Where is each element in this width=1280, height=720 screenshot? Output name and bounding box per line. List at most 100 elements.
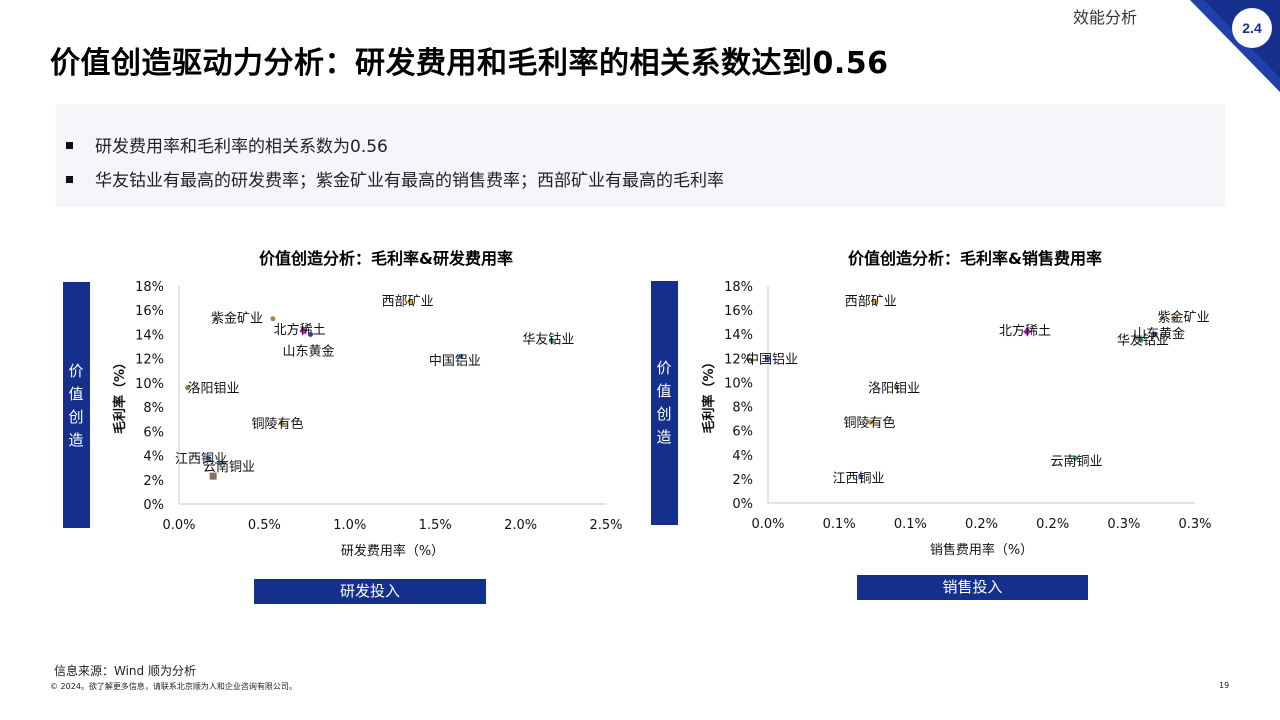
data-point xyxy=(867,419,873,425)
data-point xyxy=(299,326,308,335)
x-tick-label: 0.0% xyxy=(162,518,195,533)
data-point-label: 北方稀土 xyxy=(999,323,1051,339)
y-tick-label: 12% xyxy=(724,352,753,367)
data-point xyxy=(1072,455,1078,461)
x-tick-label: 0.2% xyxy=(1036,517,1069,532)
y-tick-label: 12% xyxy=(135,353,164,368)
data-point-label: 山东黄金 xyxy=(283,343,335,359)
y-tick-label: 16% xyxy=(724,304,753,319)
data-point xyxy=(1138,337,1144,343)
data-point xyxy=(1023,327,1032,336)
left-side-label-bar: 价值创造 xyxy=(63,282,90,528)
y-tick-label: 8% xyxy=(732,401,753,416)
y-axis-label: 毛利率（%） xyxy=(701,355,717,433)
y-tick-label: 8% xyxy=(143,401,164,416)
data-point-label: 铜陵有色 xyxy=(251,416,303,432)
data-point-label: 云南铜业 xyxy=(203,459,255,475)
data-point xyxy=(458,353,464,359)
x-tick-label: 0.0% xyxy=(751,517,784,532)
y-tick-label: 18% xyxy=(135,280,164,295)
data-point xyxy=(407,299,413,305)
left-side-label: 价值创造 xyxy=(68,362,84,449)
bullet-square-icon xyxy=(66,141,73,149)
chart-title: 价值创造分析：毛利率&研发费用率 xyxy=(259,249,513,268)
data-point-label: 北方稀土 xyxy=(274,322,326,338)
x-tick-label: 2.5% xyxy=(589,518,622,533)
data-point-label: 华友钴业 xyxy=(522,332,574,348)
data-point-label: 江西铜业 xyxy=(175,452,227,467)
page-title: 价值创造驱动力分析：研发费用和毛利率的相关系数达到0.56 xyxy=(50,46,889,81)
summary-bullet-text: 研发费用率和毛利率的相关系数为0.56 xyxy=(95,137,388,157)
data-point xyxy=(217,460,223,466)
footer-source: 信息来源：Wind 顺为分析 xyxy=(54,664,196,678)
summary-box: 研发费用率和毛利率的相关系数为0.56 华友钴业有最高的研发费率；紫金矿业有最高… xyxy=(56,104,1225,207)
page-number: 19 xyxy=(1219,681,1230,690)
y-tick-label: 14% xyxy=(135,328,164,343)
x-tick-label: 0.5% xyxy=(248,518,281,533)
data-point-label: 洛阳钼业 xyxy=(868,381,920,396)
y-tick-label: 0% xyxy=(732,497,753,512)
data-point-label: 华友钴业 xyxy=(1117,332,1169,348)
data-point-label: 紫金矿业 xyxy=(1158,310,1210,326)
data-point-label: 江西铜业 xyxy=(833,471,885,486)
y-tick-label: 6% xyxy=(143,425,164,440)
data-point xyxy=(765,355,771,361)
y-tick-label: 6% xyxy=(732,425,753,440)
y-tick-label: 14% xyxy=(724,328,753,343)
data-point xyxy=(270,316,276,322)
data-point-label: 中国铝业 xyxy=(746,352,798,367)
data-point xyxy=(893,384,899,390)
x-tick-label: 1.5% xyxy=(419,518,452,533)
y-axis-label: 毛利率（%） xyxy=(112,356,128,434)
data-point-label: 紫金矿业 xyxy=(211,311,263,327)
x-axis-label: 研发费用率（%） xyxy=(341,543,444,559)
footer-copyright: © 2024。欲了解更多信息，请联系北京顺为人和企业咨询有限公司。 xyxy=(50,682,297,691)
data-point xyxy=(858,473,864,479)
data-point-label: 西部矿业 xyxy=(845,295,897,310)
x-tick-label: 0.3% xyxy=(1178,517,1211,532)
x-tick-label: 0.3% xyxy=(1107,517,1140,532)
y-tick-label: 2% xyxy=(732,473,753,488)
data-point xyxy=(185,385,191,391)
data-point xyxy=(205,455,211,461)
x-axis-label: 销售费用率（%） xyxy=(930,542,1033,558)
bullet-square-icon xyxy=(66,175,73,183)
y-tick-label: 10% xyxy=(135,377,164,392)
y-tick-label: 0% xyxy=(143,498,164,513)
x-tick-label: 2.0% xyxy=(504,518,537,533)
right-side-label-bar: 价值创造 xyxy=(651,281,678,525)
y-tick-label: 2% xyxy=(143,474,164,489)
right-bottom-label: 销售投入 xyxy=(857,575,1088,600)
summary-bullet-text: 华友钴业有最高的研发费率；紫金矿业有最高的销售费率；西部矿业有最高的毛利率 xyxy=(95,171,724,191)
y-tick-label: 18% xyxy=(724,280,753,295)
x-tick-label: 0.1% xyxy=(823,517,856,532)
right-side-label: 价值创造 xyxy=(656,359,672,446)
section-number: 2.4 xyxy=(1242,20,1262,36)
data-point xyxy=(278,420,284,426)
chart-title: 价值创造分析：毛利率&销售费用率 xyxy=(848,249,1102,268)
data-point-label: 铜陵有色 xyxy=(843,415,895,431)
data-point-label: 中国铝业 xyxy=(429,354,481,369)
left-bottom-label: 研发投入 xyxy=(254,579,486,604)
data-point-label: 西部矿业 xyxy=(382,295,434,310)
y-tick-label: 16% xyxy=(135,304,164,319)
data-point-label: 云南铜业 xyxy=(1050,453,1102,469)
data-point xyxy=(872,299,878,305)
data-point-label: 洛阳钼业 xyxy=(188,382,240,397)
data-point xyxy=(1152,331,1158,337)
summary-bullet: 研发费用率和毛利率的相关系数为0.56 xyxy=(66,132,388,157)
y-tick-label: 4% xyxy=(732,449,753,464)
y-tick-label: 4% xyxy=(143,450,164,465)
section-corner-badge: 2.4 xyxy=(1190,0,1280,92)
x-tick-label: 1.0% xyxy=(333,518,366,533)
x-tick-label: 0.2% xyxy=(965,517,998,532)
data-point xyxy=(1171,316,1177,322)
summary-bullet: 华友钴业有最高的研发费率；紫金矿业有最高的销售费率；西部矿业有最高的毛利率 xyxy=(66,166,724,191)
data-point xyxy=(209,472,217,480)
data-point xyxy=(308,331,314,337)
data-point-label: 山东黄金 xyxy=(1133,326,1185,342)
y-tick-label: 10% xyxy=(724,376,753,391)
data-point xyxy=(548,338,554,343)
section-label: 效能分析 xyxy=(1073,8,1138,27)
